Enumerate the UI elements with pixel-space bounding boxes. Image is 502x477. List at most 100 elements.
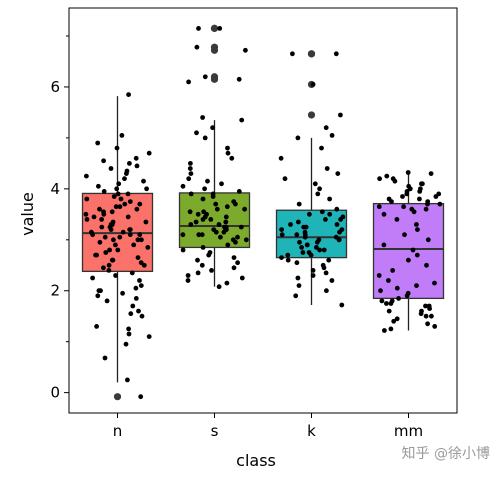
point-n <box>83 211 89 217</box>
point-n <box>126 326 131 332</box>
point-n <box>99 224 105 230</box>
outlier-s <box>210 43 219 51</box>
point-n <box>118 196 124 202</box>
point-k <box>278 155 284 161</box>
point-s <box>225 145 230 151</box>
point-k <box>282 176 288 182</box>
point-s <box>187 209 193 215</box>
y-tick-label: 0 <box>50 384 60 402</box>
point-s <box>200 115 206 120</box>
point-s <box>239 117 245 123</box>
x-tick-label: s <box>211 422 219 440</box>
point-mm <box>428 171 434 177</box>
point-k <box>340 214 346 220</box>
point-n <box>133 296 139 301</box>
point-k <box>323 217 328 222</box>
point-s <box>219 181 224 187</box>
point-s <box>205 178 210 184</box>
point-n <box>137 278 142 283</box>
point-n <box>106 268 112 273</box>
point-n <box>134 206 140 212</box>
point-n <box>122 201 128 207</box>
point-s <box>231 265 237 271</box>
point-s <box>180 183 186 189</box>
point-n <box>91 214 97 220</box>
point-mm <box>384 173 390 179</box>
point-k <box>296 201 302 207</box>
point-n <box>138 394 144 400</box>
outlier-k <box>307 50 316 58</box>
point-n <box>101 189 107 194</box>
point-k <box>324 288 329 294</box>
point-mm <box>410 247 416 253</box>
point-mm <box>386 308 392 314</box>
point-mm <box>389 298 395 304</box>
point-k <box>295 135 301 141</box>
point-k <box>300 250 306 255</box>
point-n <box>120 290 125 296</box>
point-n <box>97 239 103 245</box>
point-mm <box>405 290 411 296</box>
point-s <box>200 196 206 202</box>
point-n <box>113 204 119 210</box>
point-k <box>290 51 295 57</box>
point-s <box>236 76 242 82</box>
point-n <box>114 145 120 151</box>
point-n <box>111 237 116 243</box>
point-k <box>334 222 340 227</box>
point-n <box>103 250 109 255</box>
point-k <box>293 293 299 299</box>
point-s <box>235 260 241 266</box>
point-s <box>200 245 206 250</box>
point-k <box>301 224 307 230</box>
point-n <box>90 275 95 281</box>
point-n <box>102 234 108 240</box>
point-n <box>124 168 130 174</box>
point-n <box>120 229 126 235</box>
point-s <box>180 232 186 238</box>
point-n <box>108 166 114 171</box>
point-n <box>127 199 133 205</box>
point-n <box>146 334 152 339</box>
point-n <box>138 283 144 288</box>
point-mm <box>394 217 400 222</box>
point-n <box>139 313 145 319</box>
point-mm <box>384 301 389 306</box>
point-n <box>113 242 118 248</box>
point-mm <box>386 196 392 202</box>
point-n <box>136 308 141 314</box>
point-mm <box>417 196 422 202</box>
point-k <box>310 82 316 87</box>
point-k <box>323 125 329 131</box>
point-n <box>130 303 136 309</box>
point-k <box>304 242 310 248</box>
point-mm <box>391 318 397 324</box>
point-k <box>306 250 312 255</box>
point-mm <box>381 242 387 248</box>
point-n <box>104 298 110 304</box>
point-s <box>224 280 230 286</box>
point-n <box>89 229 94 235</box>
point-s <box>229 155 235 161</box>
point-k <box>317 186 322 192</box>
point-n <box>126 161 132 166</box>
point-s <box>185 278 191 283</box>
x-axis-label: class <box>236 451 276 470</box>
point-s <box>180 247 186 253</box>
point-n <box>110 219 116 225</box>
point-s <box>186 176 192 182</box>
point-mm <box>419 308 424 314</box>
point-mm <box>426 303 432 309</box>
point-k <box>335 171 341 177</box>
point-n <box>99 217 104 222</box>
point-n <box>117 234 123 240</box>
point-mm <box>425 199 431 205</box>
point-mm <box>390 268 395 273</box>
point-n <box>127 232 133 238</box>
point-n <box>113 273 118 278</box>
point-s <box>202 186 208 192</box>
outlier-s <box>210 73 219 81</box>
point-mm <box>418 186 423 192</box>
point-n <box>101 209 106 215</box>
point-s <box>195 257 200 263</box>
